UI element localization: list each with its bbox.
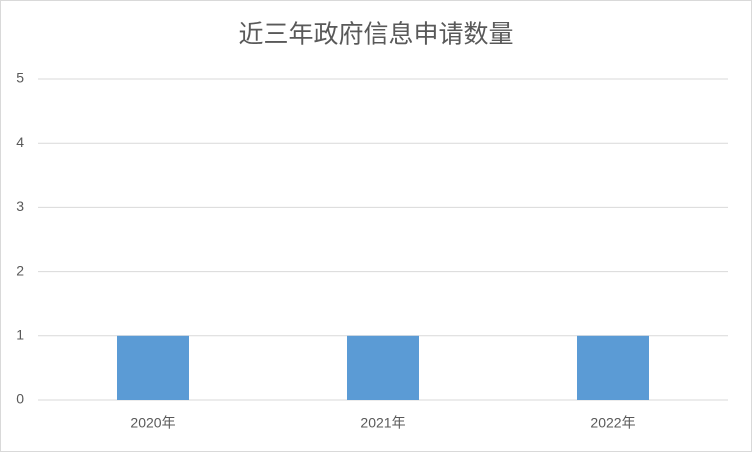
y-tick-label: 3 (16, 198, 24, 214)
bar (117, 335, 189, 400)
y-tick-label: 1 (16, 327, 24, 343)
y-tick-label: 0 (16, 391, 24, 407)
bar (347, 335, 419, 400)
y-tick-label: 4 (16, 134, 24, 150)
y-tick-label: 5 (16, 70, 24, 86)
y-tick-label: 2 (16, 262, 24, 278)
x-tick-label: 2021年 (360, 415, 405, 431)
bar (577, 335, 649, 400)
x-tick-label: 2022年 (590, 415, 635, 431)
x-tick-label: 2020年 (130, 415, 175, 431)
chart-title: 近三年政府信息申请数量 (238, 21, 513, 49)
